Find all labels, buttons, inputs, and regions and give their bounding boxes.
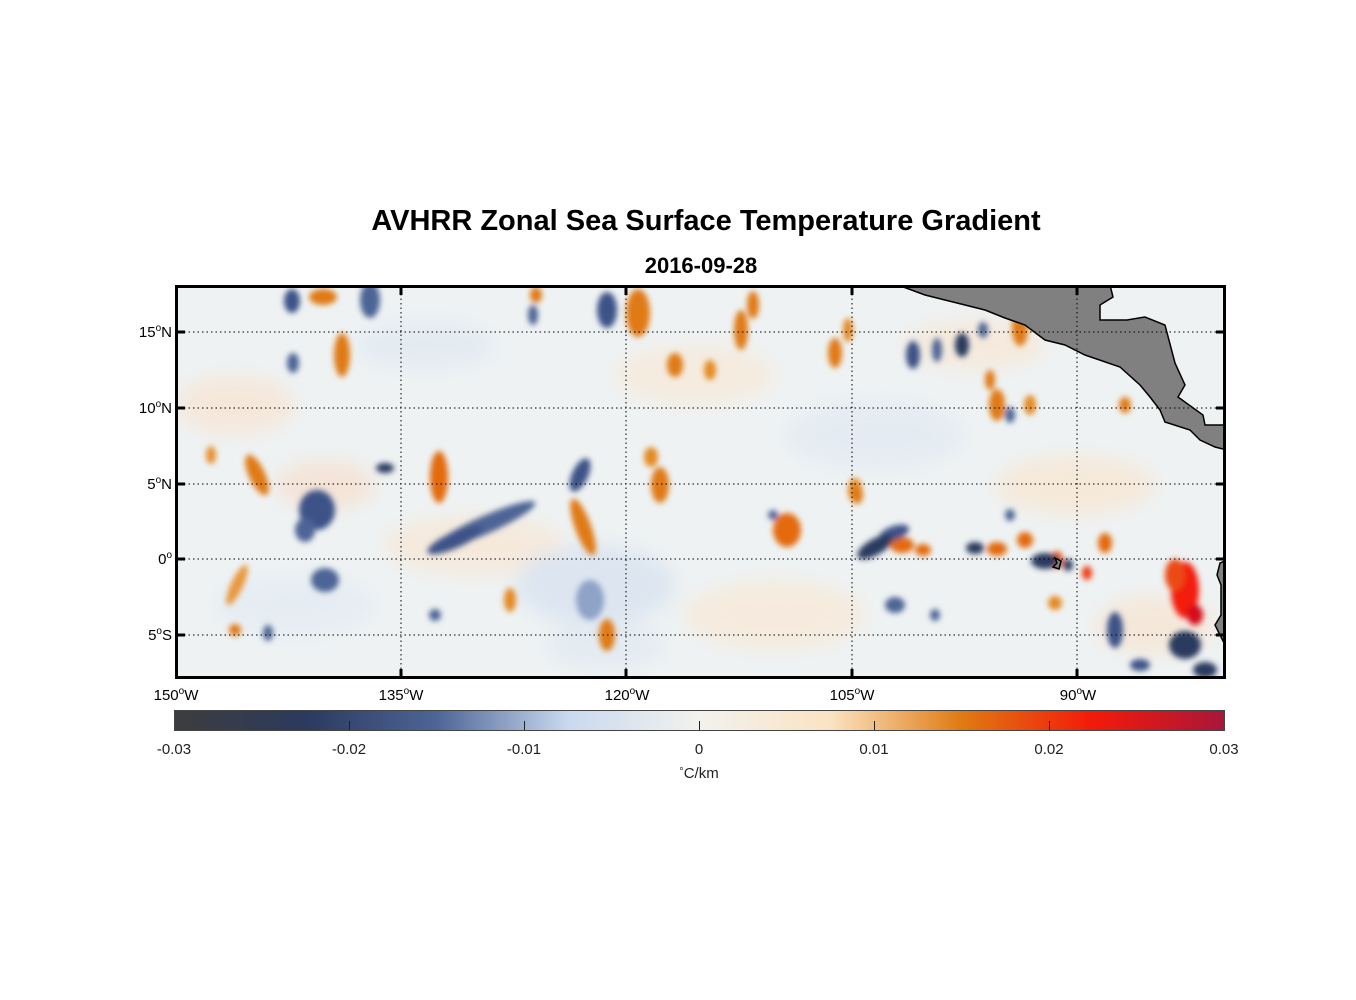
- lon-label-105w: 105oW: [829, 686, 875, 704]
- lon-label-90w: 90oW: [1059, 686, 1097, 704]
- lat-label-5s: 5oS: [148, 626, 172, 644]
- sst-gradient-map: [175, 285, 1226, 679]
- colorbar-label: -0.03: [156, 741, 192, 758]
- colorbar-label: 0.01: [859, 741, 889, 758]
- colorbar-label: 0.02: [1034, 741, 1064, 758]
- lat-label-0: 0o: [158, 550, 172, 568]
- map-frame: [175, 285, 1226, 679]
- colorbar-tick: [1049, 721, 1050, 730]
- lat-label-5n: 5oN: [147, 475, 172, 493]
- colorbar-tick: [524, 721, 525, 730]
- background-texture: [175, 320, 1215, 670]
- colorbar-label: -0.01: [506, 741, 542, 758]
- colorbar-label: 0: [694, 741, 704, 758]
- colorbar-tick: [349, 721, 350, 730]
- lon-label-120w: 120oW: [604, 686, 650, 704]
- colorbar-label: -0.02: [331, 741, 367, 758]
- gradient-features: [206, 285, 1217, 678]
- colorbar-tick: [699, 721, 700, 730]
- colorbar-tick: [874, 721, 875, 730]
- lat-label-10n: 10oN: [138, 399, 172, 417]
- colorbar: [174, 710, 1225, 731]
- lat-label-15n: 15oN: [138, 323, 172, 341]
- map-date: 2016-09-28: [644, 253, 758, 278]
- colorbar-label: 0.03: [1209, 741, 1239, 758]
- lon-label-135w: 135oW: [378, 686, 424, 704]
- map-title: AVHRR Zonal Sea Surface Temperature Grad…: [371, 205, 1041, 237]
- colorbar-units: °C/km: [679, 765, 719, 782]
- lon-label-150w: 150oW: [153, 686, 199, 704]
